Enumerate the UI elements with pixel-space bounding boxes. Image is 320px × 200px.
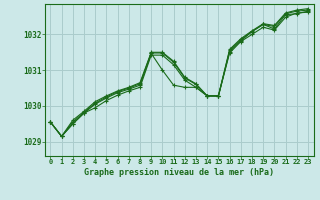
X-axis label: Graphe pression niveau de la mer (hPa): Graphe pression niveau de la mer (hPa)	[84, 168, 274, 177]
